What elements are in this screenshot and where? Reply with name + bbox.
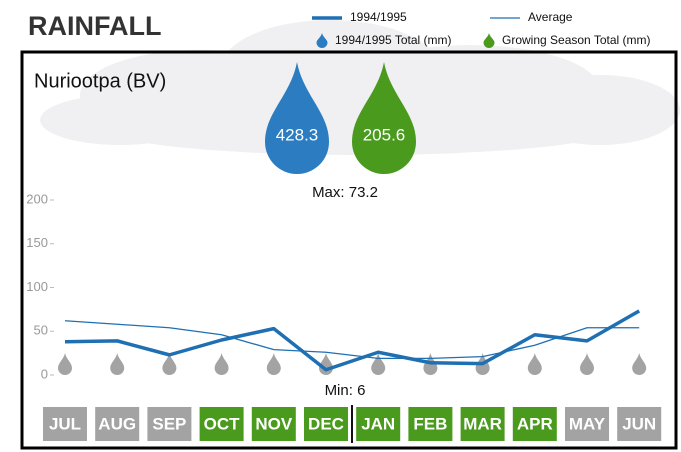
- month-label: OCT: [204, 414, 241, 433]
- annotation: Min: 6: [325, 382, 366, 399]
- month-drop-icon: [110, 353, 124, 375]
- series-line: [65, 311, 639, 370]
- month-label: JAN: [361, 414, 395, 433]
- total-value: 205.6: [363, 125, 406, 144]
- annotation: Max: 73.2: [312, 184, 378, 201]
- y-tick-label: 100: [26, 279, 48, 294]
- month-drop-icon: [371, 353, 385, 375]
- y-tick-label: 50: [34, 323, 48, 338]
- legend-drop: [484, 33, 495, 48]
- month-drop-icon: [580, 353, 594, 375]
- total-value: 428.3: [276, 125, 319, 144]
- month-label: JUN: [622, 414, 656, 433]
- month-label: MAR: [463, 414, 502, 433]
- header-title: RAINFALL: [28, 11, 161, 41]
- y-tick-label: 200: [26, 191, 48, 206]
- series-line: [65, 321, 639, 359]
- month-drop-icon: [267, 353, 281, 375]
- month-label: NOV: [255, 414, 293, 433]
- y-tick-label: 150: [26, 235, 48, 250]
- y-tick-label: 0: [41, 366, 48, 381]
- month-drop-icon: [215, 353, 229, 375]
- legend-label: Growing Season Total (mm): [502, 33, 651, 47]
- month-drop-icon: [528, 353, 542, 375]
- month-label: MAY: [569, 414, 606, 433]
- chart-title: Nuriootpa (BV): [34, 70, 166, 92]
- legend-label: Average: [528, 10, 573, 24]
- month-label: FEB: [413, 414, 447, 433]
- month-label: AUG: [98, 414, 136, 433]
- rainfall-widget: RAINFALL Nuriootpa (BV) 1994/1995 Average…: [0, 0, 681, 452]
- month-label: DEC: [308, 414, 344, 433]
- month-drop-icon: [58, 353, 72, 375]
- month-drop-icon: [632, 353, 646, 375]
- month-label: SEP: [152, 414, 186, 433]
- legend-label: 1994/1995: [350, 10, 407, 24]
- month-label: APR: [517, 414, 553, 433]
- month-label: JUL: [49, 414, 81, 433]
- legend-label: 1994/1995 Total (mm): [335, 33, 452, 47]
